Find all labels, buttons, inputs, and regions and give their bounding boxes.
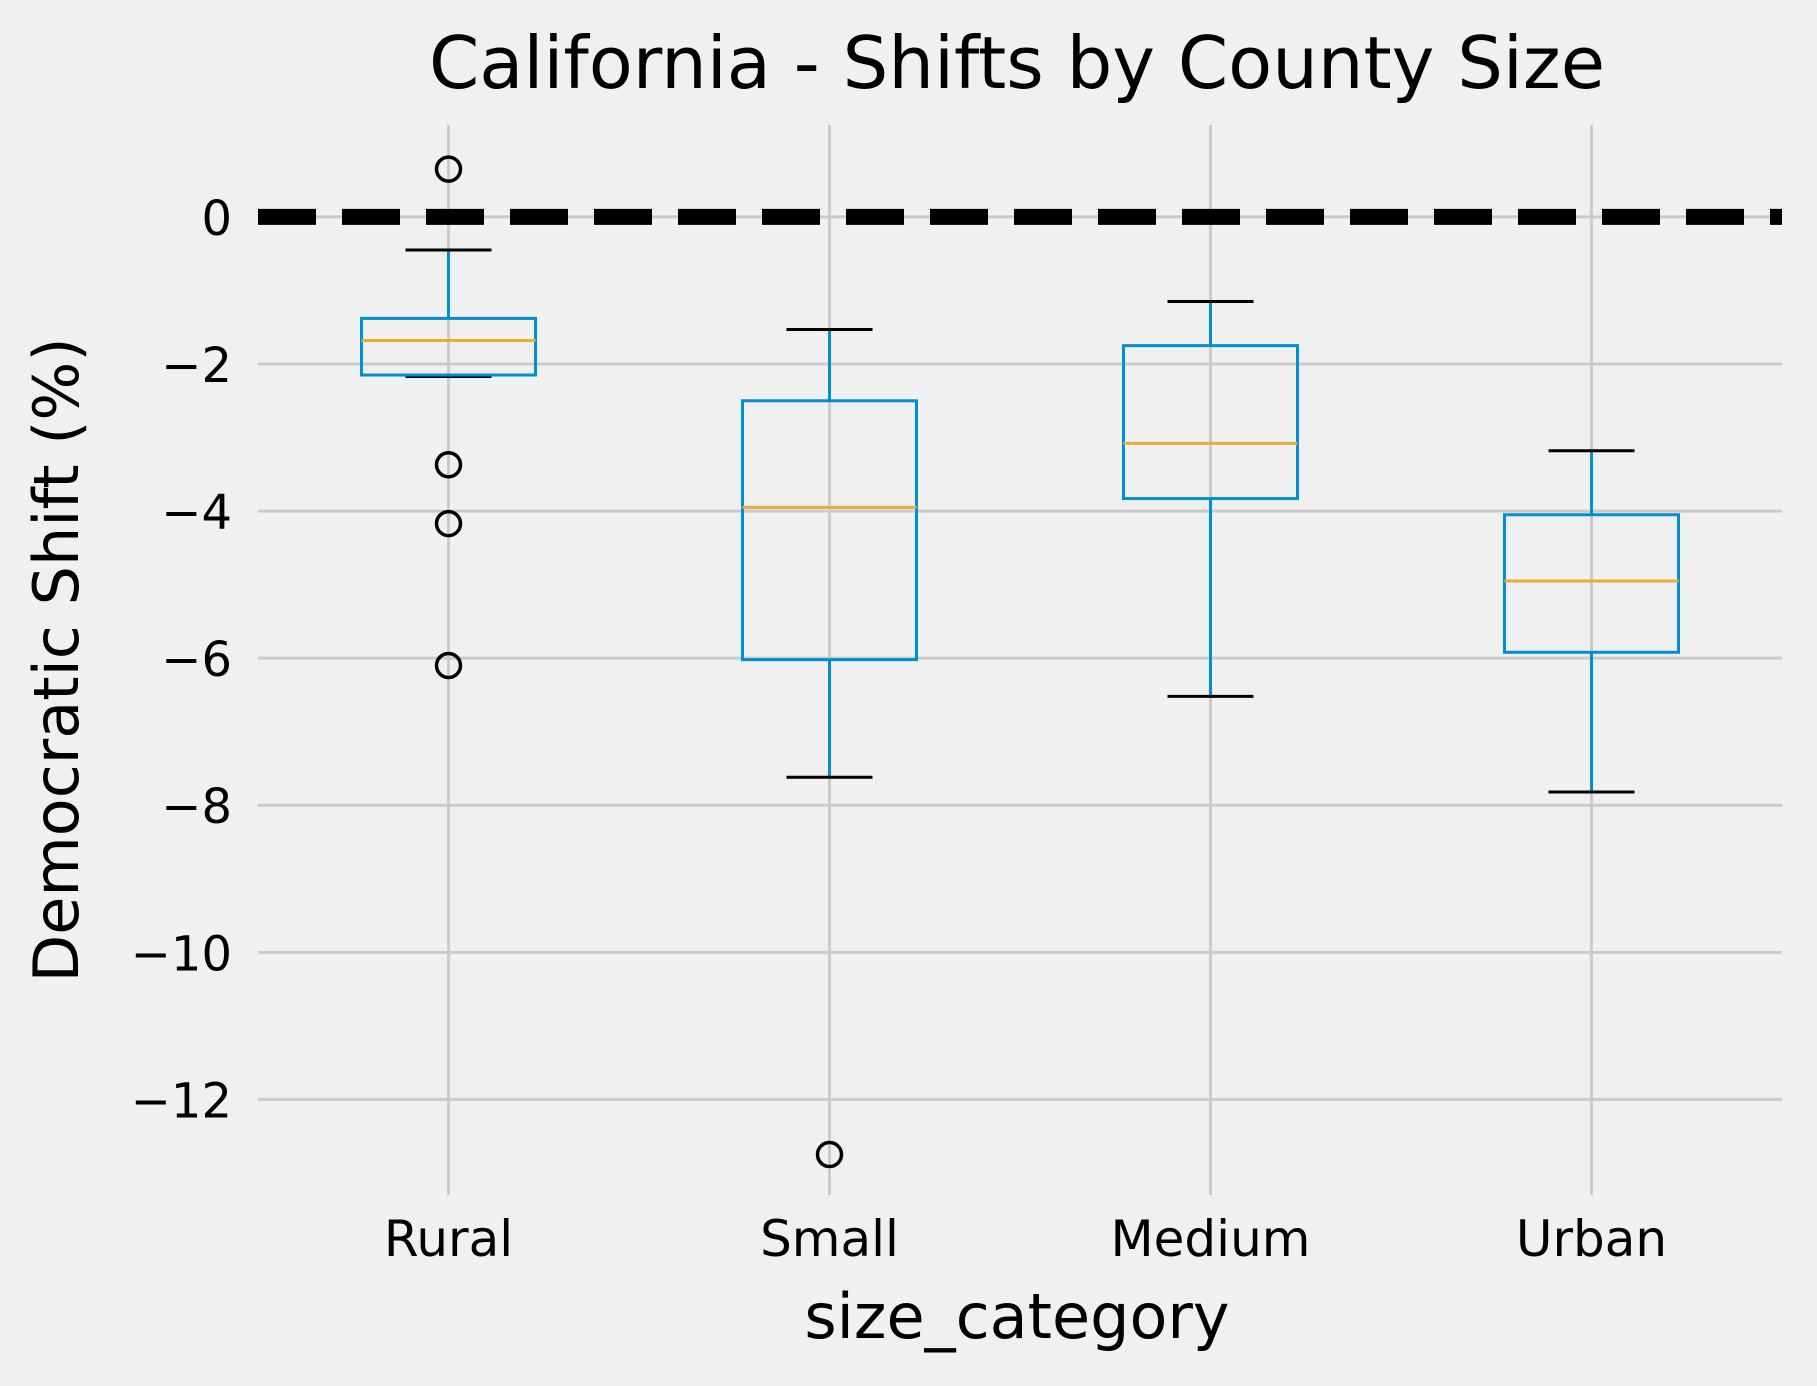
y-tick-label: −8 <box>161 779 232 835</box>
x-tick-labels: Rural Small Medium Urban <box>384 1210 1667 1268</box>
y-axis-label: Democratic Shift (%) <box>20 337 93 982</box>
y-tick-label: −10 <box>131 926 232 982</box>
y-tick-label: −2 <box>161 338 232 394</box>
x-tick-label: Urban <box>1516 1210 1667 1268</box>
x-tick-label: Small <box>760 1210 899 1268</box>
y-tick-label: −6 <box>161 632 232 688</box>
iqr-box <box>360 316 537 377</box>
box-medium <box>1122 299 1299 698</box>
outlier-point <box>815 1140 844 1169</box>
boxes-group <box>360 155 1680 1169</box>
x-tick-label: Rural <box>384 1210 513 1268</box>
y-tick-label: 0 <box>201 191 232 247</box>
outlier-point <box>434 509 463 538</box>
box-urban <box>1503 449 1680 794</box>
y-tick-label: −4 <box>161 485 232 541</box>
iqr-box <box>741 399 918 662</box>
outlier-point <box>434 155 463 183</box>
y-tick-label: −12 <box>131 1073 232 1129</box>
outlier-point <box>434 451 463 479</box>
grid-lines <box>258 125 1782 1195</box>
chart-title: California - Shifts by County Size <box>429 21 1605 105</box>
iqr-box <box>1503 513 1680 654</box>
iqr-box <box>1122 344 1299 501</box>
box-rural <box>360 155 537 680</box>
box-small <box>741 327 918 1169</box>
x-axis-label: size_category <box>804 1280 1229 1353</box>
y-tick-labels: 0 −2 −4 −6 −8 −10 −12 <box>131 191 232 1129</box>
x-tick-label: Medium <box>1111 1210 1311 1268</box>
outlier-point <box>434 651 463 680</box>
